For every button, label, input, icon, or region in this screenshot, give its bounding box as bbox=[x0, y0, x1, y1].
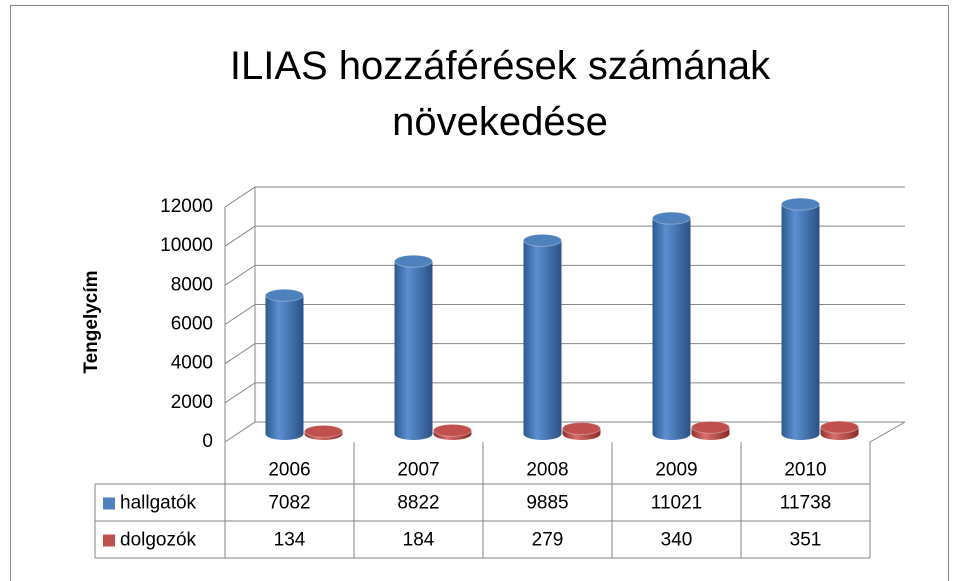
x-tick-label: 2010 bbox=[784, 460, 826, 481]
bar bbox=[265, 295, 304, 434]
grid-line bbox=[224, 186, 905, 208]
y-tick-label: 10000 bbox=[160, 235, 213, 256]
bar-top bbox=[652, 211, 691, 225]
bar bbox=[781, 204, 820, 434]
bar-top bbox=[820, 420, 859, 434]
floor-edge bbox=[869, 421, 906, 443]
y-tick-label: 6000 bbox=[171, 314, 213, 335]
y-axis-label: Tengelycím bbox=[81, 270, 102, 373]
x-tick-label: 2006 bbox=[268, 460, 310, 481]
y-tick-label: 4000 bbox=[171, 353, 213, 374]
legend-swatch bbox=[103, 534, 115, 547]
x-tick-label: 2007 bbox=[397, 460, 439, 481]
table-value: 9885 bbox=[526, 493, 568, 514]
y-tick-label: 12000 bbox=[160, 196, 213, 217]
table-value: 8822 bbox=[397, 493, 439, 514]
bar bbox=[652, 218, 691, 434]
bar-top bbox=[265, 288, 304, 302]
chart-border bbox=[10, 5, 949, 581]
bar-top bbox=[781, 197, 820, 211]
y-tick-label: 2000 bbox=[171, 392, 213, 413]
bar-top bbox=[433, 423, 472, 437]
table-value: 11021 bbox=[651, 493, 702, 514]
bar-top bbox=[562, 422, 601, 436]
legend-label: dolgozók bbox=[120, 530, 197, 551]
bar-top bbox=[394, 254, 433, 268]
table-value: 279 bbox=[532, 530, 564, 551]
table-value: 351 bbox=[790, 530, 822, 551]
x-tick-label: 2009 bbox=[655, 460, 697, 481]
legend-label: hallgatók bbox=[120, 493, 197, 514]
bar-top bbox=[304, 424, 343, 438]
x-tick-label: 2008 bbox=[526, 460, 568, 481]
table-value: 340 bbox=[661, 530, 693, 551]
legend-swatch bbox=[103, 497, 115, 510]
chart-title: ILIAS hozzáférések számának növekedése bbox=[229, 44, 771, 144]
table-value: 11738 bbox=[780, 493, 831, 514]
table-value: 7082 bbox=[268, 493, 310, 514]
bar bbox=[523, 240, 562, 434]
y-tick-label: 0 bbox=[202, 431, 213, 452]
y-tick-label: 8000 bbox=[171, 274, 213, 295]
bar-top bbox=[691, 420, 730, 434]
bar bbox=[394, 261, 433, 434]
bar-top bbox=[523, 233, 562, 247]
table-value: 184 bbox=[403, 530, 435, 551]
table-value: 134 bbox=[274, 530, 306, 551]
